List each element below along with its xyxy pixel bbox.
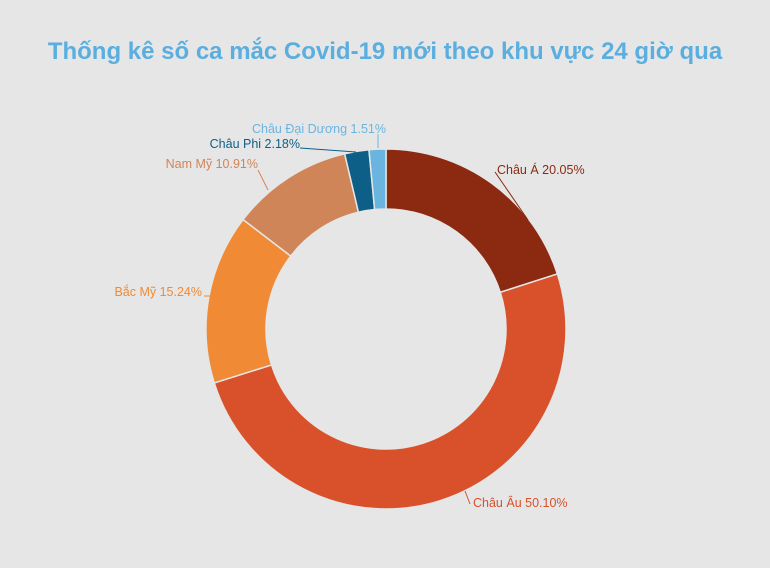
donut-slices: [205, 148, 567, 510]
donut-slice: [368, 148, 387, 211]
slice-labels: Châu Á 20.05% Châu Âu 50.10% Bắc Mỹ 15.24%…: [114, 122, 584, 510]
slice-label: Châu Phi 2.18%: [210, 137, 300, 151]
chart-title: Thống kê số ca mắc Covid-19 mới theo khu…: [47, 38, 723, 65]
slice-label: Nam Mỹ 10.91%: [166, 157, 258, 171]
label-leader-lines: [204, 134, 529, 505]
leader-line: [299, 147, 357, 153]
slice-label: Châu Đại Dương 1.51%: [252, 122, 386, 136]
slice-label: Bắc Mỹ 15.24%: [114, 284, 202, 299]
slice-label: Châu Á 20.05%: [497, 162, 585, 177]
slice-label: Châu Âu 50.10%: [473, 495, 568, 510]
leader-line: [257, 169, 269, 191]
donut-slice: [213, 272, 567, 510]
leader-line: [464, 490, 471, 505]
leader-line: [494, 171, 529, 221]
